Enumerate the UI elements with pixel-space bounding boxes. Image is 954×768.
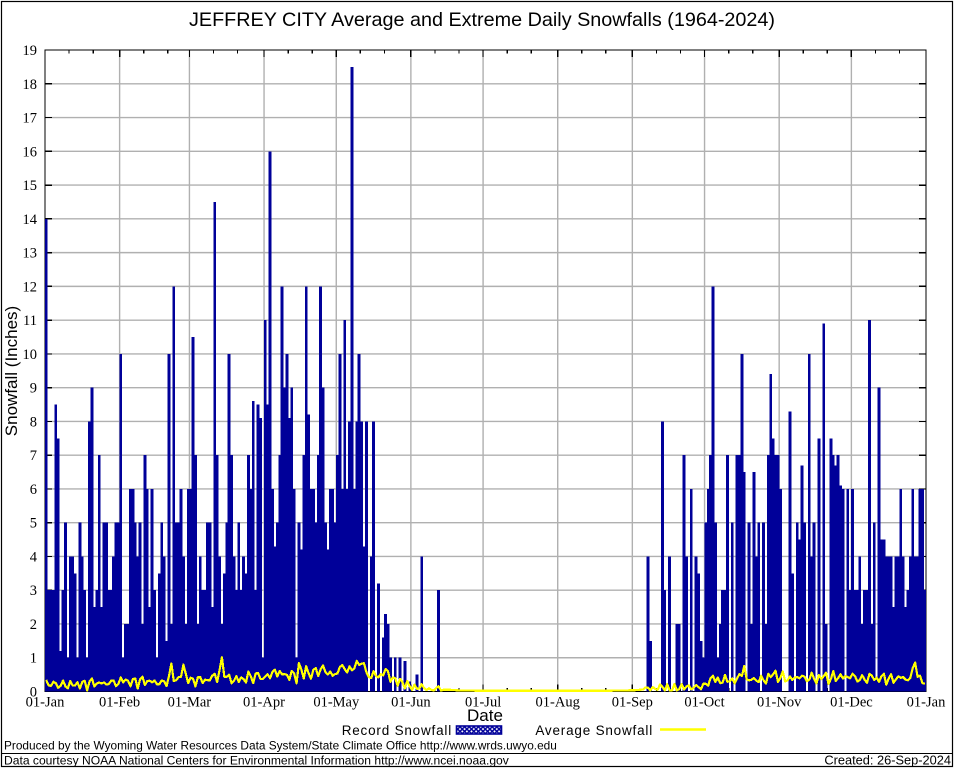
svg-text:01-Jan: 01-Jan [26, 695, 65, 711]
svg-text:6: 6 [30, 482, 37, 498]
svg-text:13: 13 [23, 246, 38, 262]
svg-text:Average Snowfall: Average Snowfall [535, 723, 653, 738]
svg-text:Produced by the Wyoming Water: Produced by the Wyoming Water Resources … [4, 739, 557, 753]
svg-text:2: 2 [30, 617, 37, 633]
svg-text:Snowfall (Inches): Snowfall (Inches) [2, 306, 21, 436]
svg-text:9: 9 [30, 381, 37, 397]
svg-text:19: 19 [23, 43, 38, 59]
svg-text:JEFFREY CITY Average and Extre: JEFFREY CITY Average and Extreme Daily S… [189, 9, 775, 31]
svg-text:12: 12 [23, 279, 38, 295]
svg-text:3: 3 [30, 583, 37, 599]
svg-text:01-Jan: 01-Jan [907, 695, 946, 711]
svg-text:7: 7 [30, 448, 37, 464]
svg-text:10: 10 [23, 347, 38, 363]
svg-text:18: 18 [23, 77, 38, 93]
svg-text:15: 15 [23, 178, 38, 194]
svg-text:01-Oct: 01-Oct [684, 695, 724, 711]
svg-text:01-Apr: 01-Apr [243, 695, 285, 711]
svg-text:0: 0 [30, 685, 37, 701]
svg-text:11: 11 [23, 313, 37, 329]
svg-text:5: 5 [30, 516, 37, 532]
svg-text:01-Jul: 01-Jul [465, 695, 501, 711]
svg-text:01-Sep: 01-Sep [612, 695, 653, 711]
svg-text:01-Dec: 01-Dec [830, 695, 873, 711]
svg-text:17: 17 [23, 111, 38, 127]
svg-text:14: 14 [23, 212, 38, 228]
svg-text:16: 16 [23, 144, 38, 160]
svg-text:8: 8 [30, 414, 37, 430]
svg-text:01-Aug: 01-Aug [536, 695, 580, 711]
svg-text:01-Nov: 01-Nov [757, 695, 802, 711]
svg-text:4: 4 [30, 550, 38, 566]
svg-text:1: 1 [30, 651, 37, 667]
svg-text:01-Mar: 01-Mar [168, 695, 212, 711]
svg-text:Record Snowfall: Record Snowfall [342, 723, 452, 738]
svg-text:01-Feb: 01-Feb [99, 695, 140, 711]
svg-text:Created: 26-Sep-2024: Created: 26-Sep-2024 [824, 753, 951, 768]
svg-text:01-Jun: 01-Jun [391, 695, 431, 711]
svg-text:01-May: 01-May [313, 695, 360, 711]
svg-text:Date: Date [467, 706, 503, 725]
svg-text:Data courtesy NOAA National Ce: Data courtesy NOAA National Centers for … [4, 754, 509, 768]
